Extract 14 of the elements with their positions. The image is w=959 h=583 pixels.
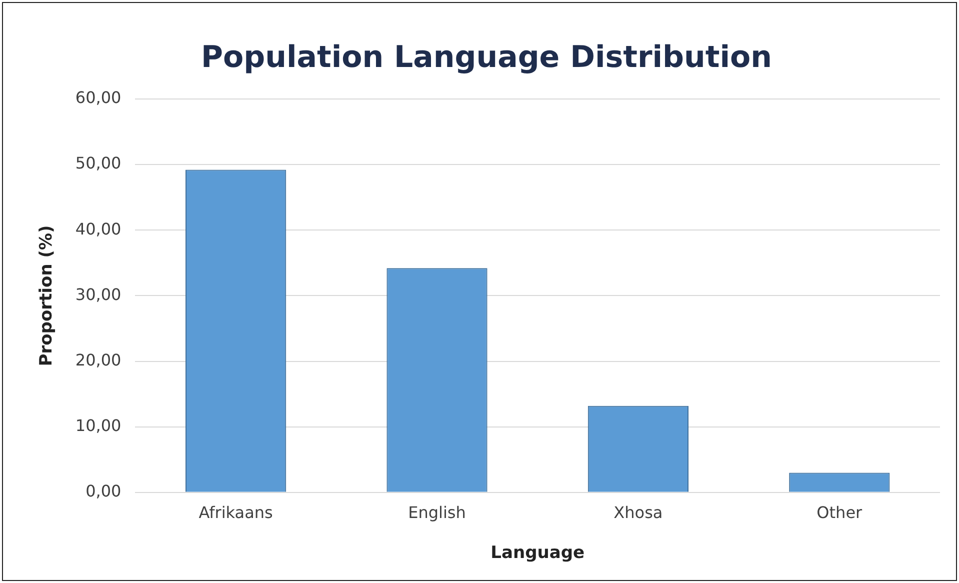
y-tick-label: 40,00 — [75, 219, 122, 238]
chart-title: Population Language Distribution — [201, 40, 772, 75]
y-tick-label: 30,00 — [75, 284, 122, 304]
x-axis-title: Language — [490, 543, 585, 564]
y-axis-title: Proportion (%) — [36, 225, 57, 366]
y-tick-label: 20,00 — [75, 350, 122, 370]
x-tick-label: Afrikaans — [198, 503, 273, 522]
x-tick-label: Xhosa — [614, 503, 663, 522]
y-tick-label: 0,00 — [86, 482, 122, 501]
y-tick-label: 50,00 — [75, 154, 122, 173]
y-tick-label: 60,00 — [75, 88, 122, 108]
x-tick-label: English — [408, 503, 466, 522]
y-tick-label: 10,00 — [75, 416, 122, 435]
x-tick-label: Other — [816, 503, 863, 522]
